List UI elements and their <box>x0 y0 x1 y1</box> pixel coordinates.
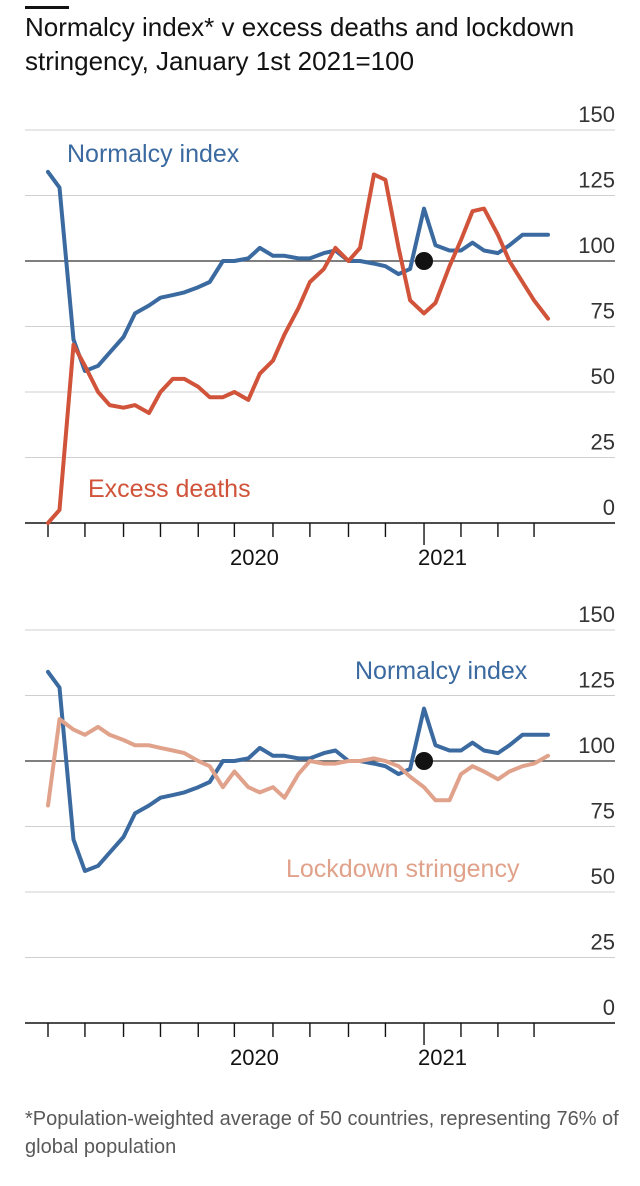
x-axis: 2020 2021 <box>25 522 615 570</box>
x-tick-label: 2020 <box>230 545 279 570</box>
y-tick-label: 25 <box>591 430 615 455</box>
chart-top: 150 125 100 75 50 25 0 2020 2021 Normalcy index… <box>25 102 615 570</box>
y-tick-label: 50 <box>591 864 615 889</box>
y-tick-label: 150 <box>578 602 615 627</box>
x-tick-label: 2021 <box>418 1045 467 1070</box>
y-tick-label: 0 <box>603 495 615 520</box>
y-tick-label: 75 <box>591 799 615 824</box>
y-tick-label: 100 <box>578 233 615 258</box>
series-lines <box>46 169 550 525</box>
chart-bottom: 150 125 100 75 50 25 0 2020 2021 Normalcy index… <box>25 602 615 1070</box>
normalcy-index-line <box>46 669 550 873</box>
y-tick-label: 100 <box>578 733 615 758</box>
y-tick-label: 50 <box>591 364 615 389</box>
lockdown-stringency-line <box>46 717 550 808</box>
footnote: *Population-weighted average of 50 count… <box>25 1108 619 1158</box>
y-tick-label: 25 <box>591 930 615 955</box>
normalcy-index-label: Normalcy index <box>355 657 528 685</box>
y-gridlines <box>25 629 615 1024</box>
marker-group <box>415 252 434 270</box>
y-tick-labels: 150 125 100 75 50 25 0 <box>578 102 615 520</box>
reference-point-marker <box>415 752 434 770</box>
x-axis: 2020 2021 <box>25 1022 615 1070</box>
y-tick-label: 75 <box>591 299 615 324</box>
y-tick-label: 0 <box>603 995 615 1020</box>
series-lines <box>46 669 550 873</box>
marker-group <box>415 752 434 770</box>
x-tick-label: 2021 <box>418 545 467 570</box>
normalcy-index-label: Normalcy index <box>67 140 240 168</box>
lockdown-stringency-label: Lockdown stringency <box>286 855 520 883</box>
normalcy-index-line <box>46 169 550 373</box>
excess-deaths-line <box>46 172 550 525</box>
excess-deaths-label: Excess deaths <box>88 475 251 503</box>
y-tick-labels: 150 125 100 75 50 25 0 <box>578 602 615 1020</box>
y-tick-label: 125 <box>578 168 615 193</box>
y-tick-label: 125 <box>578 668 615 693</box>
y-tick-label: 150 <box>578 102 615 127</box>
y-gridlines <box>25 129 615 524</box>
x-tick-label: 2020 <box>230 1045 279 1070</box>
reference-point-marker <box>415 252 434 270</box>
chart-title: Normalcy index* v excess deaths and lock… <box>25 12 575 76</box>
header-rule <box>25 6 69 9</box>
